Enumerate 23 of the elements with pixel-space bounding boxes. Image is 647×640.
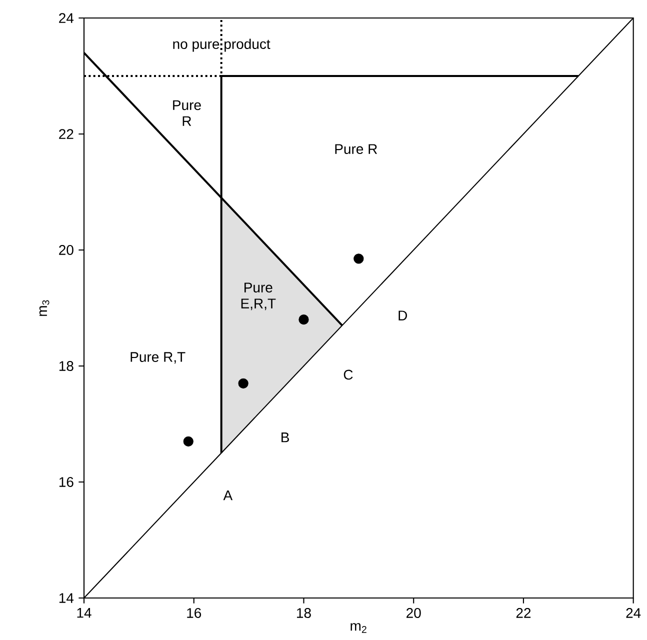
y-tick-label: 18 <box>59 361 74 371</box>
annotation: C <box>344 370 353 380</box>
annotation: Pure R <box>173 100 201 126</box>
y-tick-label: 14 <box>59 593 74 603</box>
y-tick-label: 22 <box>59 129 74 139</box>
x-tick-label: 22 <box>516 608 531 618</box>
annotation: Pure E,R,T <box>241 282 276 310</box>
y-tick-label: 16 <box>59 477 74 487</box>
annotation: B <box>282 432 289 442</box>
x-tick-label: 16 <box>187 608 202 618</box>
annotation: D <box>398 310 407 320</box>
x-tick-label: 14 <box>77 608 92 618</box>
y-tick-label: 24 <box>59 13 74 23</box>
annotation: A <box>223 490 233 500</box>
x-tick-label: 18 <box>297 608 311 618</box>
x-tick-label: 24 <box>626 608 641 618</box>
annotation: Pure R <box>335 144 378 154</box>
x-tick-label: 20 <box>406 608 421 618</box>
annotation: Pure R,T <box>130 352 186 364</box>
x-axis-title: m$_{2}$ <box>350 623 366 633</box>
y-tick-label: 20 <box>59 245 74 255</box>
y-axis-title: m$_{3}$ <box>39 300 50 316</box>
annotation: no pure product <box>173 38 270 52</box>
